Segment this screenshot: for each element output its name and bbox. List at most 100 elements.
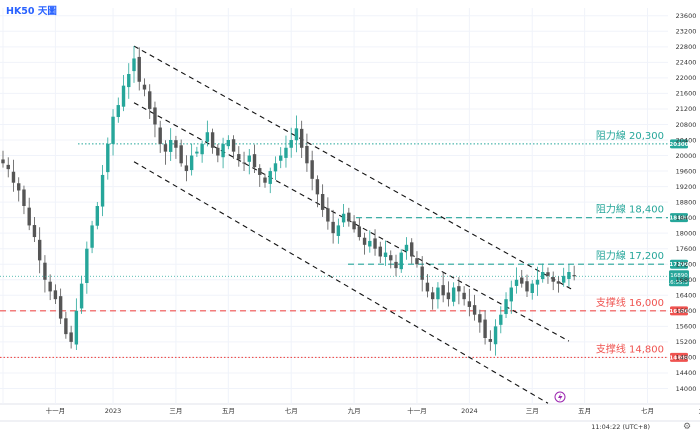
candle-body bbox=[436, 287, 440, 300]
candle-body bbox=[1, 159, 5, 164]
candle-body bbox=[368, 240, 372, 247]
candle-body bbox=[263, 177, 267, 183]
current-price-value: 16890 bbox=[670, 273, 688, 279]
candle-body bbox=[472, 305, 477, 315]
candle-body bbox=[179, 145, 183, 164]
time-axis[interactable]: 十一月 2023 三月 五月 七月 九月 十一月 2024 三月 五月 七月 九月 bbox=[46, 406, 700, 415]
candle-body bbox=[100, 174, 105, 207]
candle-body bbox=[22, 189, 26, 206]
candle-body bbox=[189, 155, 194, 171]
candle-body bbox=[142, 84, 147, 90]
candle-body bbox=[320, 194, 325, 210]
candle-body bbox=[451, 287, 456, 302]
level-price-tag-text: 18400 bbox=[669, 216, 688, 222]
level-price-tag-text: 20300 bbox=[669, 142, 688, 148]
y-tick-label: 17200 bbox=[676, 261, 697, 269]
candle-body bbox=[520, 277, 524, 284]
candle-body bbox=[216, 147, 220, 156]
candle-body bbox=[6, 164, 10, 170]
y-tick-label: 18000 bbox=[676, 229, 697, 237]
candle-body bbox=[315, 179, 320, 195]
candle-body bbox=[420, 266, 424, 280]
candle-body bbox=[567, 272, 571, 279]
candle-body bbox=[347, 212, 351, 222]
candle-body bbox=[551, 277, 555, 282]
candle-body bbox=[174, 140, 178, 148]
candle-body bbox=[467, 301, 472, 307]
candle-body bbox=[341, 213, 346, 223]
level-label: 支撑线 14,800 bbox=[596, 342, 664, 355]
current-price-tag bbox=[669, 270, 689, 287]
channel-line bbox=[133, 45, 575, 292]
candle-body bbox=[242, 162, 246, 164]
candle-body bbox=[373, 238, 377, 249]
candle-body bbox=[184, 165, 189, 172]
candle-body bbox=[378, 246, 382, 257]
candle-body bbox=[43, 262, 47, 280]
candle-body bbox=[493, 326, 498, 345]
candle-body bbox=[446, 292, 451, 300]
y-tick-label: 22000 bbox=[676, 74, 697, 82]
candle-body bbox=[58, 296, 63, 319]
y-tick-label: 14800 bbox=[676, 354, 697, 362]
candle-body bbox=[137, 56, 141, 82]
level-price-tag bbox=[670, 213, 688, 223]
x-tick-label: 九月 bbox=[348, 406, 361, 415]
y-tick-label: 15200 bbox=[676, 338, 697, 346]
x-tick-label: 九月 bbox=[699, 406, 700, 415]
price-axis[interactable]: 14000 14400 14800 15200 15600 16000 16400 16800… bbox=[676, 12, 697, 393]
y-tick-label: 15600 bbox=[676, 323, 697, 331]
candle-body bbox=[530, 283, 534, 294]
candle-body bbox=[310, 160, 314, 179]
candle-body bbox=[462, 292, 466, 300]
x-tick-label: 五月 bbox=[578, 407, 591, 415]
level-price-tag bbox=[670, 259, 688, 269]
candle-body bbox=[289, 140, 293, 148]
level-price-tag bbox=[670, 352, 688, 362]
candle-body bbox=[509, 287, 513, 302]
utc-time[interactable]: 11:04:22 (UTC+8) bbox=[591, 423, 650, 431]
candle-body bbox=[90, 225, 94, 248]
candle-body bbox=[305, 145, 309, 164]
y-tick-label: 22400 bbox=[676, 59, 697, 67]
level-annotations: 阻力線 20,300 20300 阻力線 18,400 18400 阻力線 17,200… bbox=[0, 129, 692, 362]
candle-body bbox=[394, 261, 398, 269]
candle-body bbox=[352, 221, 356, 230]
y-tick-label: 21200 bbox=[676, 105, 697, 113]
level-price-tag-text: 17200 bbox=[669, 262, 688, 268]
candle-body bbox=[11, 171, 16, 183]
candle-body bbox=[514, 279, 519, 286]
candle-body bbox=[48, 281, 52, 292]
lightning-icon[interactable] bbox=[554, 391, 566, 403]
level-label: 阻力線 20,300 bbox=[596, 129, 664, 142]
x-tick-label: 2024 bbox=[461, 407, 478, 415]
candle-body bbox=[399, 252, 403, 270]
candle-body bbox=[79, 283, 84, 309]
level-price-tag-text: 16000 bbox=[669, 309, 688, 315]
candle-body bbox=[37, 239, 42, 261]
candle-body bbox=[221, 143, 225, 158]
candle-body bbox=[294, 128, 299, 141]
candle-body bbox=[53, 290, 58, 300]
candle-body bbox=[331, 221, 335, 234]
gear-icon[interactable]: ⚙ bbox=[683, 422, 691, 432]
candle-body bbox=[415, 258, 419, 265]
candle-body bbox=[336, 225, 341, 236]
candle-body bbox=[268, 171, 272, 184]
candle-body bbox=[200, 143, 204, 155]
candle-body bbox=[195, 151, 199, 154]
candle-body bbox=[499, 314, 503, 325]
candle-body bbox=[95, 206, 100, 226]
y-tick-label: 20400 bbox=[676, 136, 697, 144]
level-price-tag bbox=[670, 139, 688, 149]
x-tick-label: 2023 bbox=[105, 407, 122, 415]
y-tick-label: 23600 bbox=[676, 12, 697, 20]
candle-body bbox=[525, 281, 529, 292]
x-tick-label: 七月 bbox=[641, 406, 654, 415]
candle-body bbox=[299, 128, 304, 148]
x-tick-label: 三月 bbox=[169, 407, 182, 415]
candle-body bbox=[237, 154, 241, 160]
candle-body bbox=[168, 140, 173, 152]
candle-body bbox=[504, 299, 508, 315]
